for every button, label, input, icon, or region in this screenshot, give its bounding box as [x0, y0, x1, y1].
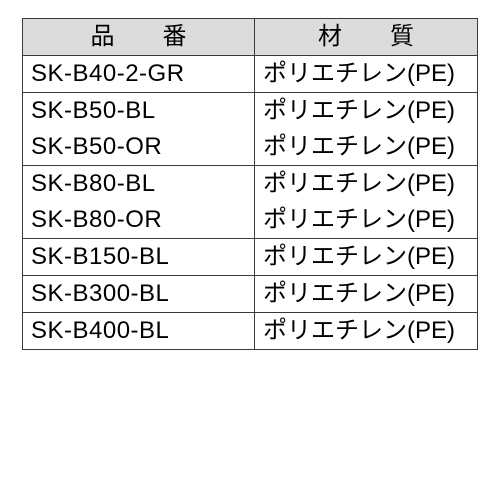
- table-row: SK-B50-BL ポリエチレン(PE): [23, 93, 478, 130]
- cell-material: ポリエチレン(PE): [255, 239, 478, 276]
- cell-material: ポリエチレン(PE): [255, 129, 478, 166]
- cell-part-no: SK-B50-OR: [23, 129, 255, 166]
- cell-part-no: SK-B150-BL: [23, 239, 255, 276]
- table-container: 品 番 材 質 SK-B40-2-GR ポリエチレン(PE) SK-B50-BL…: [0, 0, 500, 500]
- bottom-spacer: [22, 350, 478, 478]
- cell-part-no: SK-B80-OR: [23, 202, 255, 239]
- cell-material: ポリエチレン(PE): [255, 202, 478, 239]
- cell-part-no: SK-B80-BL: [23, 166, 255, 203]
- spec-table: 品 番 材 質 SK-B40-2-GR ポリエチレン(PE) SK-B50-BL…: [22, 18, 478, 350]
- cell-material: ポリエチレン(PE): [255, 313, 478, 350]
- header-material: 材 質: [255, 19, 478, 56]
- table-row: SK-B40-2-GR ポリエチレン(PE): [23, 56, 478, 93]
- table-row: SK-B400-BL ポリエチレン(PE): [23, 313, 478, 350]
- cell-material: ポリエチレン(PE): [255, 166, 478, 203]
- table-row: SK-B150-BL ポリエチレン(PE): [23, 239, 478, 276]
- cell-material: ポリエチレン(PE): [255, 276, 478, 313]
- cell-material: ポリエチレン(PE): [255, 93, 478, 130]
- table-row: SK-B50-OR ポリエチレン(PE): [23, 129, 478, 166]
- table-body: SK-B40-2-GR ポリエチレン(PE) SK-B50-BL ポリエチレン(…: [23, 56, 478, 350]
- cell-part-no: SK-B40-2-GR: [23, 56, 255, 93]
- table-row: SK-B80-OR ポリエチレン(PE): [23, 202, 478, 239]
- cell-part-no: SK-B50-BL: [23, 93, 255, 130]
- cell-part-no: SK-B400-BL: [23, 313, 255, 350]
- cell-material: ポリエチレン(PE): [255, 56, 478, 93]
- table-row: SK-B300-BL ポリエチレン(PE): [23, 276, 478, 313]
- table-row: SK-B80-BL ポリエチレン(PE): [23, 166, 478, 203]
- header-part-no: 品 番: [23, 19, 255, 56]
- table-header-row: 品 番 材 質: [23, 19, 478, 56]
- cell-part-no: SK-B300-BL: [23, 276, 255, 313]
